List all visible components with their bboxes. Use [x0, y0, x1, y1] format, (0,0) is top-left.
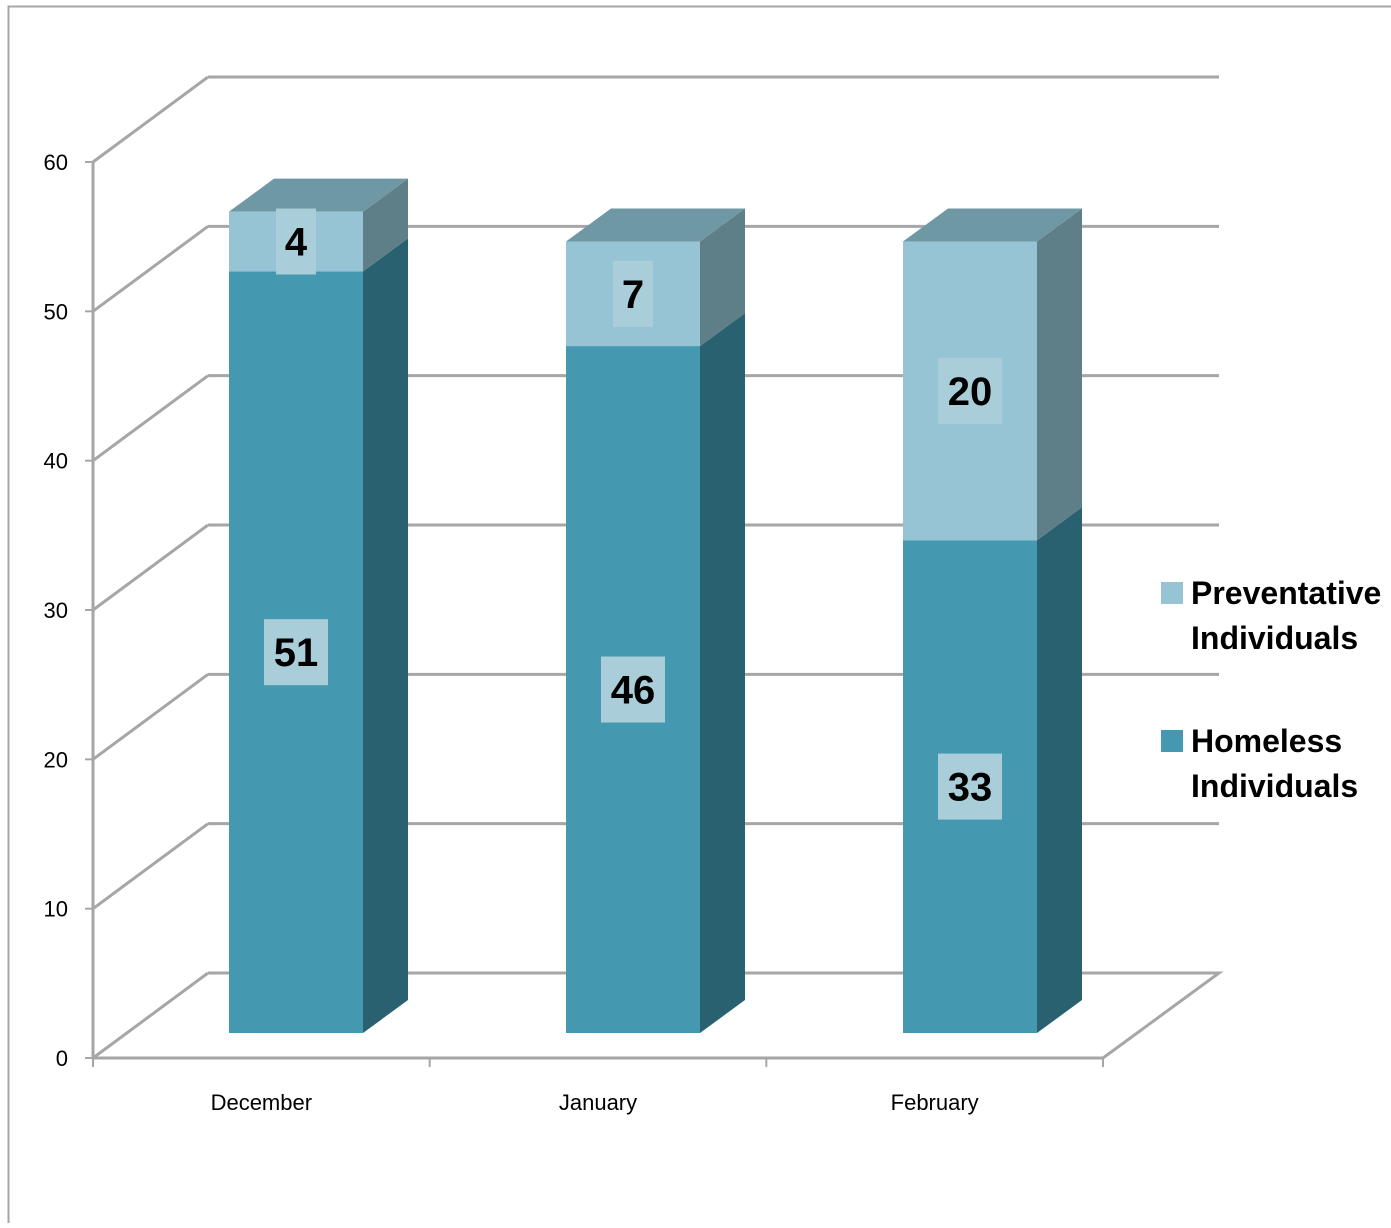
data-label: 33	[948, 766, 993, 810]
legend-label-line: Individuals	[1191, 620, 1358, 656]
legend-swatch	[1161, 582, 1183, 604]
legend-swatch	[1161, 730, 1183, 752]
y-tick-label: 60	[44, 150, 68, 175]
y-tick-label: 40	[44, 449, 68, 474]
legend-label-line: Preventative	[1191, 575, 1381, 611]
bar-side	[700, 313, 745, 1033]
x-category-label: February	[891, 1090, 979, 1115]
data-label: 51	[274, 631, 319, 675]
bar-side	[363, 238, 408, 1033]
data-label: 46	[611, 669, 656, 713]
bar-side	[1037, 209, 1082, 541]
x-category-label: December	[211, 1090, 312, 1115]
y-tick-label: 20	[44, 747, 68, 772]
legend-label-line: Homeless	[1191, 723, 1342, 759]
bars-layer	[229, 179, 1082, 1033]
bar-side	[1037, 507, 1082, 1033]
y-tick-label: 0	[56, 1046, 68, 1071]
data-label: 7	[622, 273, 644, 317]
data-label: 4	[285, 221, 308, 265]
y-tick-label: 10	[44, 897, 68, 922]
y-tick-label: 30	[44, 598, 68, 623]
x-category-label: January	[559, 1090, 637, 1115]
data-label: 20	[948, 370, 993, 414]
y-tick-label: 50	[44, 299, 68, 324]
legend-label-line: Individuals	[1191, 768, 1358, 804]
